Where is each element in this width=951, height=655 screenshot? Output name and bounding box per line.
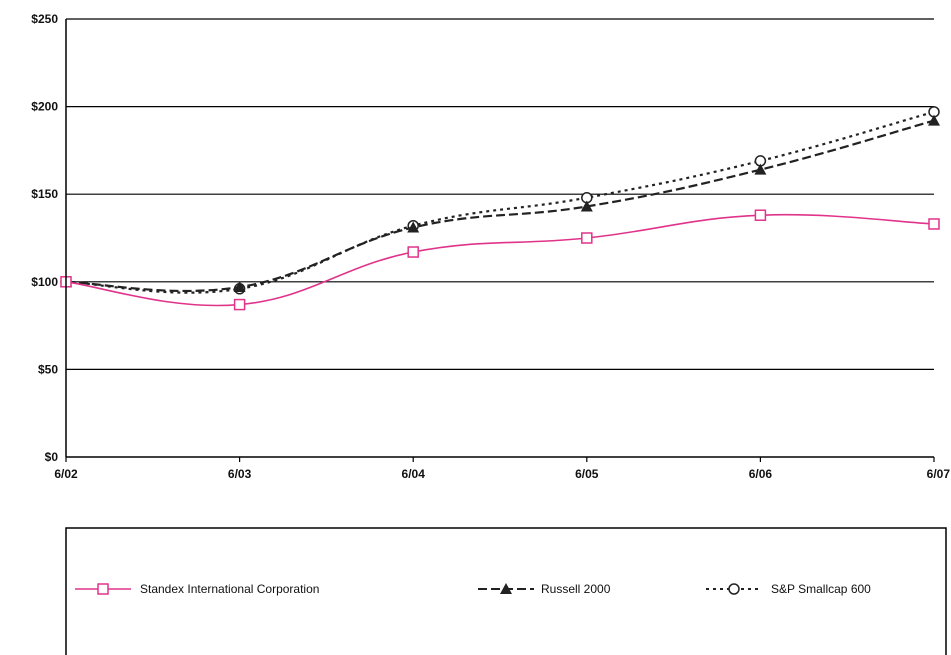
y-tick-label: $50 <box>38 362 58 376</box>
legend-label-s-p-smallcap-600: S&P Smallcap 600 <box>771 582 871 596</box>
x-tick-label: 6/04 <box>402 467 426 481</box>
y-tick-label: $200 <box>31 100 58 114</box>
legend: Standex International Corporation Russell… <box>65 527 947 655</box>
data-point-standex-international-corporation <box>928 218 940 230</box>
legend-marker-russell-2000 <box>500 583 512 594</box>
y-tick-label: $0 <box>45 450 59 464</box>
data-point-russell-2000 <box>928 114 940 126</box>
data-point-standex-international-corporation <box>233 298 246 311</box>
legend-marker-standex-international-corporation <box>97 583 109 595</box>
series-line-s-p-smallcap-600 <box>65 110 935 294</box>
legend-label-russell-2000: Russell 2000 <box>541 582 611 596</box>
grid-lines <box>66 18 934 370</box>
axes <box>65 19 934 458</box>
data-point-russell-2000 <box>407 221 420 233</box>
data-point-russell-2000 <box>233 281 246 293</box>
y-tick-label: $250 <box>31 12 58 26</box>
y-tick-label: $100 <box>31 275 58 289</box>
legend-marker-s-p-smallcap-600 <box>728 583 740 595</box>
x-tick-label: 6/02 <box>54 467 78 481</box>
legend-label-standex-international-corporation: Standex International Corporation <box>140 582 319 596</box>
y-axis-ticks: $0 $50 $100 $150 $200 $250 <box>31 12 58 464</box>
data-point-standex-international-corporation <box>754 209 767 221</box>
x-tick-label: 6/07 <box>927 467 951 481</box>
x-tick-label: 6/06 <box>749 467 773 481</box>
data-point-standex-international-corporation <box>581 232 593 244</box>
series-line-russell-2000 <box>65 119 935 293</box>
y-tick-label: $150 <box>31 187 58 201</box>
data-point-russell-2000 <box>580 200 593 212</box>
series-line-standex-international-corporation <box>65 213 935 307</box>
x-tick-label: 6/05 <box>575 467 599 481</box>
data-point-standex-international-corporation <box>407 246 419 258</box>
x-axis-ticks: 6/02 6/03 6/04 6/05 6/06 6/07 <box>54 457 950 481</box>
data-point-russell-2000 <box>754 163 767 175</box>
x-tick-label: 6/03 <box>228 467 252 481</box>
series-layer <box>60 106 940 311</box>
